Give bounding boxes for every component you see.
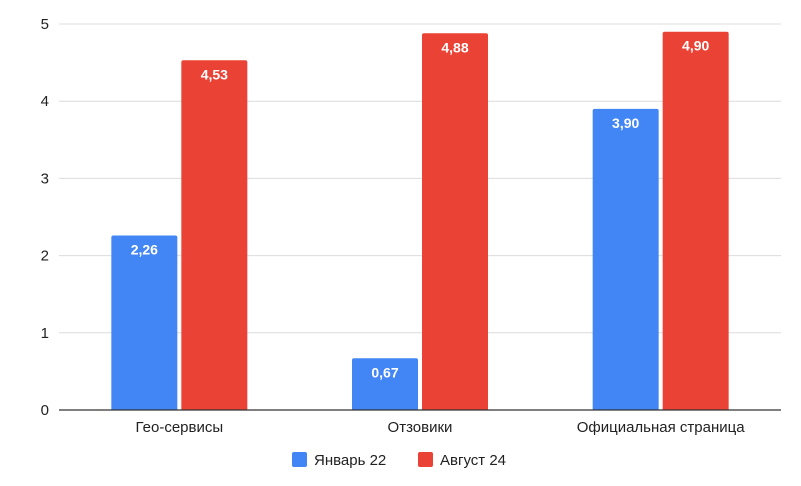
legend-swatch — [292, 452, 307, 467]
data-label: 4,90 — [682, 38, 709, 54]
bar-aug24 — [181, 60, 248, 411]
data-label: 2,26 — [131, 242, 158, 258]
bar-jan22 — [111, 235, 178, 410]
data-label: 4,53 — [201, 66, 228, 82]
y-tick-label: 2 — [41, 248, 49, 265]
y-tick-label: 4 — [41, 93, 49, 110]
bar-aug24 — [422, 33, 488, 410]
x-category-label: Официальная страница — [577, 419, 745, 436]
bar-jan22 — [592, 108, 659, 411]
x-category-label: Гео-сервисы — [136, 419, 224, 436]
x-category-label: Отзовики — [388, 419, 453, 436]
data-label: 0,67 — [371, 364, 398, 380]
data-label: 4,88 — [441, 39, 468, 55]
y-tick-label: 0 — [41, 402, 49, 419]
y-tick-label: 5 — [41, 16, 49, 33]
y-tick-label: 3 — [41, 170, 49, 187]
legend-label: Август 24 — [440, 452, 506, 469]
y-tick-label: 1 — [41, 325, 49, 342]
bar-jan22 — [352, 358, 418, 410]
legend-label: Январь 22 — [314, 452, 386, 469]
bar-aug24 — [662, 31, 729, 410]
legend-swatch — [418, 452, 433, 467]
data-label: 3,90 — [612, 115, 639, 131]
